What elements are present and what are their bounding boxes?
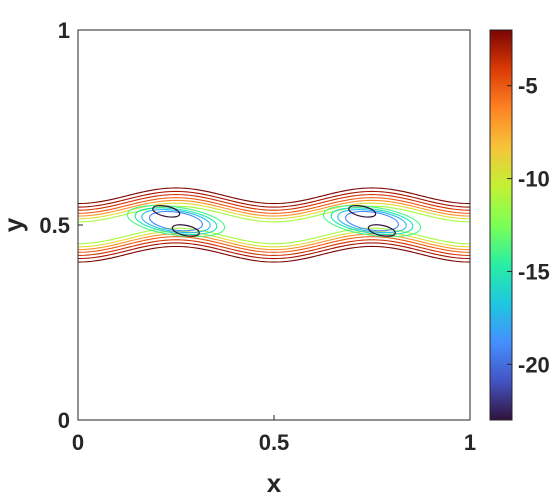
contour-line-lower-6: [78, 230, 470, 248]
colorbar-tick-label-3: -15: [518, 259, 550, 284]
x-axis: 0 0.5 1: [72, 415, 476, 455]
x-tick-label-3: 1: [464, 430, 476, 455]
x-tick-label-1: 0: [72, 430, 84, 455]
x-axis-label: x: [267, 468, 282, 498]
vortex-core-4: [367, 224, 396, 237]
y-tick-label-2: 0.5: [39, 213, 70, 238]
colorbar-ticks: -5 -10 -15 -20: [507, 74, 550, 377]
contour-line-lower-3: [78, 239, 470, 256]
colorbar-gradient: [489, 29, 513, 421]
x-tick-label-2: 0.5: [259, 430, 290, 455]
plot-background: [78, 30, 470, 420]
contour-loop-2-1: [134, 207, 218, 235]
y-tick-label-1: 0: [58, 408, 70, 433]
vortex-core-2: [171, 224, 200, 237]
contour-loop-4-1: [149, 210, 203, 232]
colorbar-tick-label-4: -20: [518, 352, 550, 377]
plot-area: [77, 29, 471, 421]
contour-line-upper-2: [78, 190, 470, 208]
contour-line-lower-7: [78, 227, 470, 245]
contour-line-lower-2: [78, 242, 470, 260]
contour-line-lower-4: [78, 236, 470, 253]
y-tick-label-3: 1: [58, 18, 70, 43]
y-axis-label: y: [0, 217, 28, 232]
contour-lines: [78, 187, 470, 263]
y-axis: 00.51: [39, 18, 83, 433]
contour-line-lower-5: [78, 233, 470, 251]
contour-line-upper-3: [78, 194, 470, 211]
contour-line-upper-7: [78, 205, 470, 223]
contour-line-upper-1: [78, 187, 470, 205]
contour-loop-1-2: [322, 205, 422, 238]
contour-line-upper-6: [78, 202, 470, 220]
contour-loop-2-2: [330, 207, 414, 235]
colorbar: -5 -10 -15 -20: [489, 29, 550, 421]
contour-line-upper-4: [78, 197, 470, 214]
contour-line-upper-5: [78, 199, 470, 217]
contour-loop-1-1: [126, 205, 226, 238]
vortex-core-3: [348, 205, 377, 218]
contour-loop-4-2: [345, 210, 399, 232]
vortex-core-1: [152, 205, 181, 218]
colorbar-tick-label-1: -5: [518, 74, 538, 99]
colorbar-tick-label-2: -10: [518, 167, 550, 192]
contour-line-lower-1: [78, 245, 470, 263]
